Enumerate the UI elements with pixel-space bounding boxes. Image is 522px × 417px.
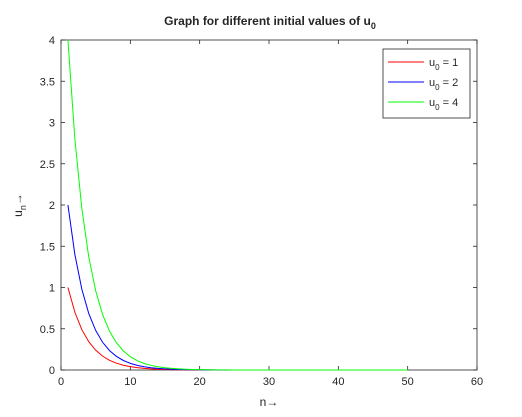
x-tick-label: 60 (471, 376, 483, 388)
y-tick-label: 1 (49, 283, 55, 295)
legend-label-1: u0 = 1 (429, 57, 458, 72)
legend-label-suffix: = 2 (440, 77, 459, 89)
axis-ticks: 0 10 20 30 40 50 60 0 0.5 1 1.5 2 2.5 3 3.5 4 (40, 35, 483, 388)
x-tick-label: 20 (194, 376, 206, 388)
chart-title: Graph for different initial values of u0 (164, 14, 376, 31)
legend-label-main: u (429, 97, 435, 109)
x-tick-label: 0 (58, 376, 64, 388)
y-tick-label: 0.5 (40, 324, 55, 336)
chart-title-subscript: 0 (371, 21, 376, 31)
legend: u0 = 1u0 = 2u0 = 4 (382, 48, 471, 119)
x-tick-label: 40 (332, 376, 344, 388)
y-tick-label: 3.5 (40, 76, 55, 88)
x-axis-label: n→ (260, 395, 279, 409)
legend-label-subscript: 0 (435, 103, 440, 112)
y-axis-label-main: u (11, 210, 25, 217)
y-tick-label: 0 (49, 365, 55, 377)
x-tick-label: 30 (263, 376, 275, 388)
legend-label-main: u (429, 57, 435, 69)
y-tick-label: 3 (49, 118, 55, 130)
legend-label-subscript: 0 (435, 83, 440, 92)
legend-label-3: u0 = 4 (429, 97, 458, 112)
x-tick-label: 10 (124, 376, 136, 388)
y-axis-label-subscript: n (18, 205, 28, 210)
x-tick-label: 50 (402, 376, 414, 388)
legend-box (382, 48, 471, 119)
legend-label-suffix: = 4 (440, 97, 459, 109)
legend-label-suffix: = 1 (440, 57, 459, 69)
chart-title-main: Graph for different initial values of u (164, 14, 371, 28)
y-tick-label: 1.5 (40, 241, 55, 253)
y-tick-label: 2 (49, 200, 55, 212)
y-axis-label: un→ (11, 193, 28, 217)
y-tick-label: 2.5 (40, 159, 55, 171)
legend-label-subscript: 0 (435, 63, 440, 72)
legend-label-2: u0 = 2 (429, 77, 458, 92)
legend-label-main: u (429, 77, 435, 89)
series-line-3 (67, 39, 408, 371)
series-lines (67, 39, 408, 371)
y-tick-label: 4 (49, 35, 55, 47)
y-axis-label-suffix: → (11, 193, 25, 205)
